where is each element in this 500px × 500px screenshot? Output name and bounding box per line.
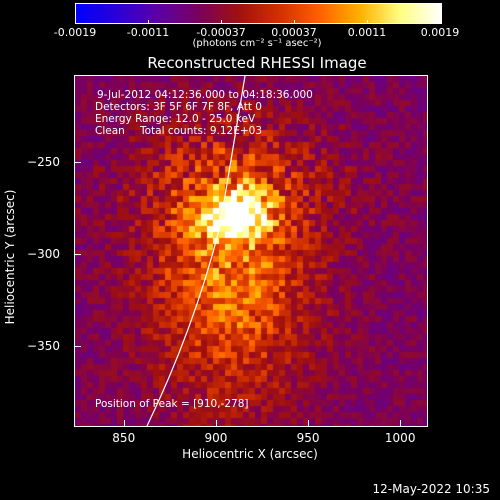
colorbar-unit: (photons cm⁻² s⁻¹ asec⁻²)	[192, 38, 322, 49]
timestamp: 12-May-2022 10:35	[372, 482, 490, 496]
x-tick-mark	[123, 420, 125, 426]
x-tick-mark	[308, 420, 310, 426]
y-tick-label: −250	[27, 154, 60, 169]
colorbar-gradient	[76, 4, 441, 23]
colorbar-tickmark	[75, 20, 76, 24]
x-tick-mark	[400, 420, 402, 426]
annotation-time-range: 9-Jul-2012 04:12:36.000 to 04:18:36.000	[97, 89, 313, 101]
x-tick-label: 1000	[384, 431, 416, 445]
x-tick-label: 950	[296, 431, 320, 445]
plot-overlay	[146, 76, 246, 426]
heatmap-image	[75, 76, 427, 426]
colorbar-tick-label: 0.00037	[271, 26, 317, 39]
x-tick-mark	[215, 420, 217, 426]
annotation-peak: Position of Peak = [910,-278]	[95, 398, 249, 410]
x-axis-label: Heliocentric X (arcsec)	[182, 447, 318, 461]
colorbar-tick-label: -0.0011	[126, 26, 170, 39]
colorbar-tickmark	[294, 20, 295, 24]
annotation-counts: Total counts: 9.12E+03	[140, 125, 263, 137]
annotation-energy: Energy Range: 12.0 - 25.0 keV	[95, 113, 256, 125]
annotation-clean: Clean	[95, 125, 125, 137]
annotation-detectors: Detectors: 3F 5F 6F 7F 8F, Att 0	[95, 101, 262, 113]
y-tick-label: −300	[27, 246, 60, 261]
x-tick-label: 850	[112, 431, 136, 445]
colorbar-tick-label: 0.0019	[420, 26, 460, 39]
y-tick-mark	[75, 345, 81, 347]
colorbar-tickmark	[148, 20, 149, 24]
colorbar-tick-label: 0.0011	[347, 26, 387, 39]
y-tick-mark	[75, 161, 81, 163]
colorbar-tickmark	[367, 20, 368, 24]
colorbar-tickmark	[221, 20, 222, 24]
y-tick-mark	[75, 253, 81, 255]
x-tick-label: 900	[204, 431, 228, 445]
colorbar-tickmark	[440, 20, 441, 24]
colorbar-tick-label: -0.0019	[53, 26, 97, 39]
chart-title: Reconstructed RHESSI Image	[147, 54, 367, 72]
plot-area: 9-Jul-2012 04:12:36.000 to 04:18:36.000 …	[74, 75, 428, 427]
solar-limb-line	[146, 76, 246, 426]
colorbar-tick-label: -0.00037	[196, 26, 246, 39]
colorbar	[75, 3, 442, 24]
y-axis-label: Heliocentric Y (arcsec)	[3, 189, 17, 325]
y-tick-label: −350	[27, 338, 60, 353]
